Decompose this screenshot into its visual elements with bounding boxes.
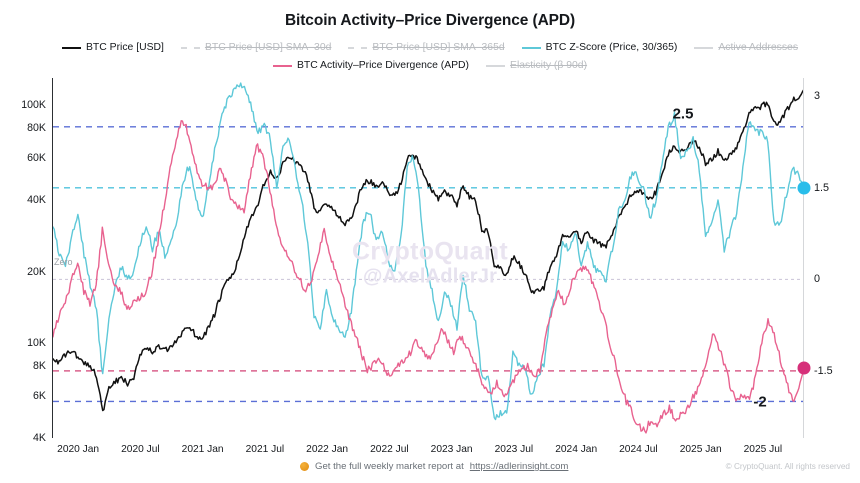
legend-item[interactable]: BTC Price [USD] SMA–30d [180, 41, 332, 55]
x-axis-tick: 2025 Jan [679, 444, 722, 455]
series-endpoint-marker [797, 181, 811, 195]
legend-label: BTC Price [USD] SMA–365d [372, 42, 505, 53]
bullet-dot-icon [300, 462, 309, 471]
x-axis-tick: 2021 Jul [245, 444, 285, 455]
legend-label: BTC Z-Score (Price, 30/365) [545, 42, 678, 53]
x-axis-tick: 2023 Jan [430, 444, 473, 455]
legend-item[interactable]: BTC Activity–Price Divergence (APD) [272, 59, 470, 73]
y-axis-right-tick: -1.5 [814, 364, 833, 377]
y-axis-right-tick: 0 [814, 273, 821, 286]
zero-line-label: Zero [54, 257, 73, 267]
copyright-text: © CryptoQuant. All rights reserved [725, 462, 850, 471]
legend-row: BTC Activity–Price Divergence (APD) Elast… [272, 58, 587, 74]
series-endpoint-marker [797, 361, 811, 375]
x-axis-tick: 2022 Jan [306, 444, 349, 455]
legend-label: Elasticity (β 90d) [510, 60, 588, 71]
x-axis-tick: 2024 Jul [619, 444, 658, 455]
page-title: Bitcoin Activity–Price Divergence (APD) [284, 12, 576, 29]
x-axis-tick: 2023 Jul [494, 444, 534, 455]
plot-clip [53, 78, 803, 438]
legend-label: BTC Activity–Price Divergence (APD) [296, 60, 470, 71]
upper-threshold-label: 2.5 [672, 105, 694, 123]
legend-label: BTC Price [USD] SMA–30d [204, 42, 332, 53]
legend-label: Active Addresses [718, 42, 799, 53]
series-line [53, 120, 803, 434]
y-axis-left-tick: 4K [33, 432, 46, 444]
y-axis-right-tick: 1.5 [814, 181, 830, 194]
series-line [53, 89, 803, 412]
chart-legend: BTC Price [USD] BTC Price [USD] SMA–30d BT… [0, 40, 860, 74]
lower-threshold-label: -2 [753, 393, 767, 411]
footer-note-text: Get the full weekly market report at [315, 461, 464, 472]
x-axis-tick: 2025 Jul [743, 444, 783, 455]
y-axis-right-tick: 3 [814, 90, 821, 103]
legend-swatch-icon [694, 47, 714, 49]
y-axis-left-tick: 6K [33, 390, 46, 403]
y-axis-left-tick: 100K [21, 99, 46, 112]
legend-item[interactable]: Elasticity (β 90d) [486, 59, 587, 73]
legend-swatch-icon [348, 47, 368, 49]
x-axis-tick: 2020 Jul [121, 444, 160, 455]
report-link[interactable]: https://adlerinsight.com [469, 461, 569, 472]
legend-swatch-icon [272, 65, 292, 67]
legend-item[interactable]: Active Addresses [694, 41, 798, 55]
legend-swatch-icon [61, 47, 81, 49]
y-axis-left-tick: 60K [27, 151, 46, 164]
legend-item[interactable]: BTC Z-Score (Price, 30/365) [521, 41, 678, 55]
y-axis-left-tick: 20K [27, 265, 46, 278]
y-axis-left-tick: 10K [27, 337, 46, 350]
legend-swatch-icon [180, 47, 200, 49]
x-axis-tick: 2021 Jan [181, 444, 224, 455]
footer-note: Get the full weekly market report at htt… [300, 461, 568, 472]
legend-row: BTC Price [USD] BTC Price [USD] SMA–30d BT… [61, 40, 798, 56]
y-axis-left-tick: 8K [33, 360, 46, 373]
x-axis-tick: 2024 Jan [555, 444, 598, 455]
series-canvas [53, 82, 803, 434]
legend-item[interactable]: BTC Price [USD] SMA–365d [348, 41, 505, 55]
legend-item[interactable]: BTC Price [USD] [61, 41, 164, 55]
legend-swatch-icon [486, 65, 506, 67]
legend-label: BTC Price [USD] [85, 42, 164, 53]
plot-area [52, 78, 804, 438]
series-line [53, 82, 803, 421]
x-axis-tick: 2022 Jul [370, 444, 409, 455]
y-axis-left-tick: 80K [27, 122, 46, 135]
x-axis-tick: 2020 Jan [57, 444, 100, 455]
y-axis-left-tick: 40K [27, 193, 46, 206]
legend-swatch-icon [521, 47, 541, 49]
